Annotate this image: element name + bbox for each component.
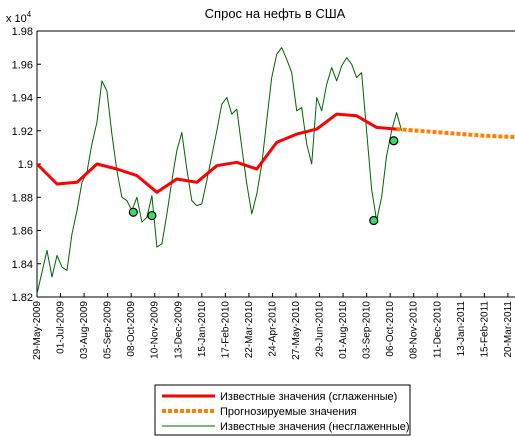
y-tick-label: 1.88 <box>12 192 33 204</box>
legend-box <box>154 384 411 436</box>
x-tick-label: 08-Nov-2010 <box>409 301 420 359</box>
y-tick-label: 1.82 <box>12 292 33 304</box>
x-tick-label: 01-Jul-2009 <box>56 301 67 354</box>
x-tick-label: 15-Jan-2010 <box>197 301 208 358</box>
x-tick-label: 11-Dec-2010 <box>432 301 443 359</box>
y-tick-label: 1.96 <box>12 59 33 71</box>
x-tick-label: 13-Jan-2011 <box>456 301 467 357</box>
y-scale-label: x 104 <box>6 10 32 25</box>
x-tick-label: 27-May-2010 <box>291 301 302 360</box>
series-line <box>36 47 403 294</box>
x-tick-label: 29-May-2009 <box>32 301 43 360</box>
x-tick-label: 20-Mar-2011 <box>503 301 514 358</box>
x-tick-label: 03-Sep-2010 <box>362 301 373 359</box>
x-tick-label: 13-Dec-2009 <box>173 301 184 359</box>
legend-label: Известные значения (несглаженные) <box>220 421 410 433</box>
y-tick-label: 1.9 <box>18 159 33 171</box>
y-scale-base: x 10 <box>6 13 27 25</box>
x-tick-label: 03-Aug-2009 <box>79 301 90 359</box>
x-tick-label: 05-Sep-2009 <box>103 301 114 359</box>
legend-label: Прогнозируемые значения <box>220 406 357 418</box>
x-tick-label: 06-Oct-2010 <box>385 301 396 357</box>
highlight-point <box>147 210 157 221</box>
x-tick-label: 17-Feb-2010 <box>220 301 231 359</box>
highlight-point <box>128 207 138 217</box>
y-tick-label: 1.86 <box>12 226 33 238</box>
legend: Известные значения (сглаженные) Прогнозир… <box>154 384 411 436</box>
x-tick-label: 08-Oct-2009 <box>126 301 137 357</box>
y-tick-label: 1.92 <box>12 126 33 138</box>
y-scale-power: 4 <box>27 10 32 19</box>
x-tick-label: 01-Aug-2010 <box>338 301 349 359</box>
x-tick-label: 24-Apr-2010 <box>267 301 278 357</box>
y-tick-label: 1.94 <box>12 93 33 105</box>
y-tick-label: 1.84 <box>12 259 33 271</box>
series-line <box>35 112 397 194</box>
x-tick-label: 22-Mar-2010 <box>244 301 255 359</box>
legend-label: Известные значения (сглаженные) <box>220 391 397 403</box>
y-tick-label: 1.98 <box>12 26 33 38</box>
x-tick-label: 29-Jun-2010 <box>315 301 326 358</box>
chart-title: Спрос на нефть в США <box>205 6 346 21</box>
highlight-point <box>369 215 379 226</box>
x-tick-label: 10-Nov-2009 <box>150 301 161 359</box>
highlight-point <box>389 136 399 146</box>
series-line <box>396 127 515 139</box>
x-tick-label: 15-Feb-2011 <box>479 301 490 358</box>
